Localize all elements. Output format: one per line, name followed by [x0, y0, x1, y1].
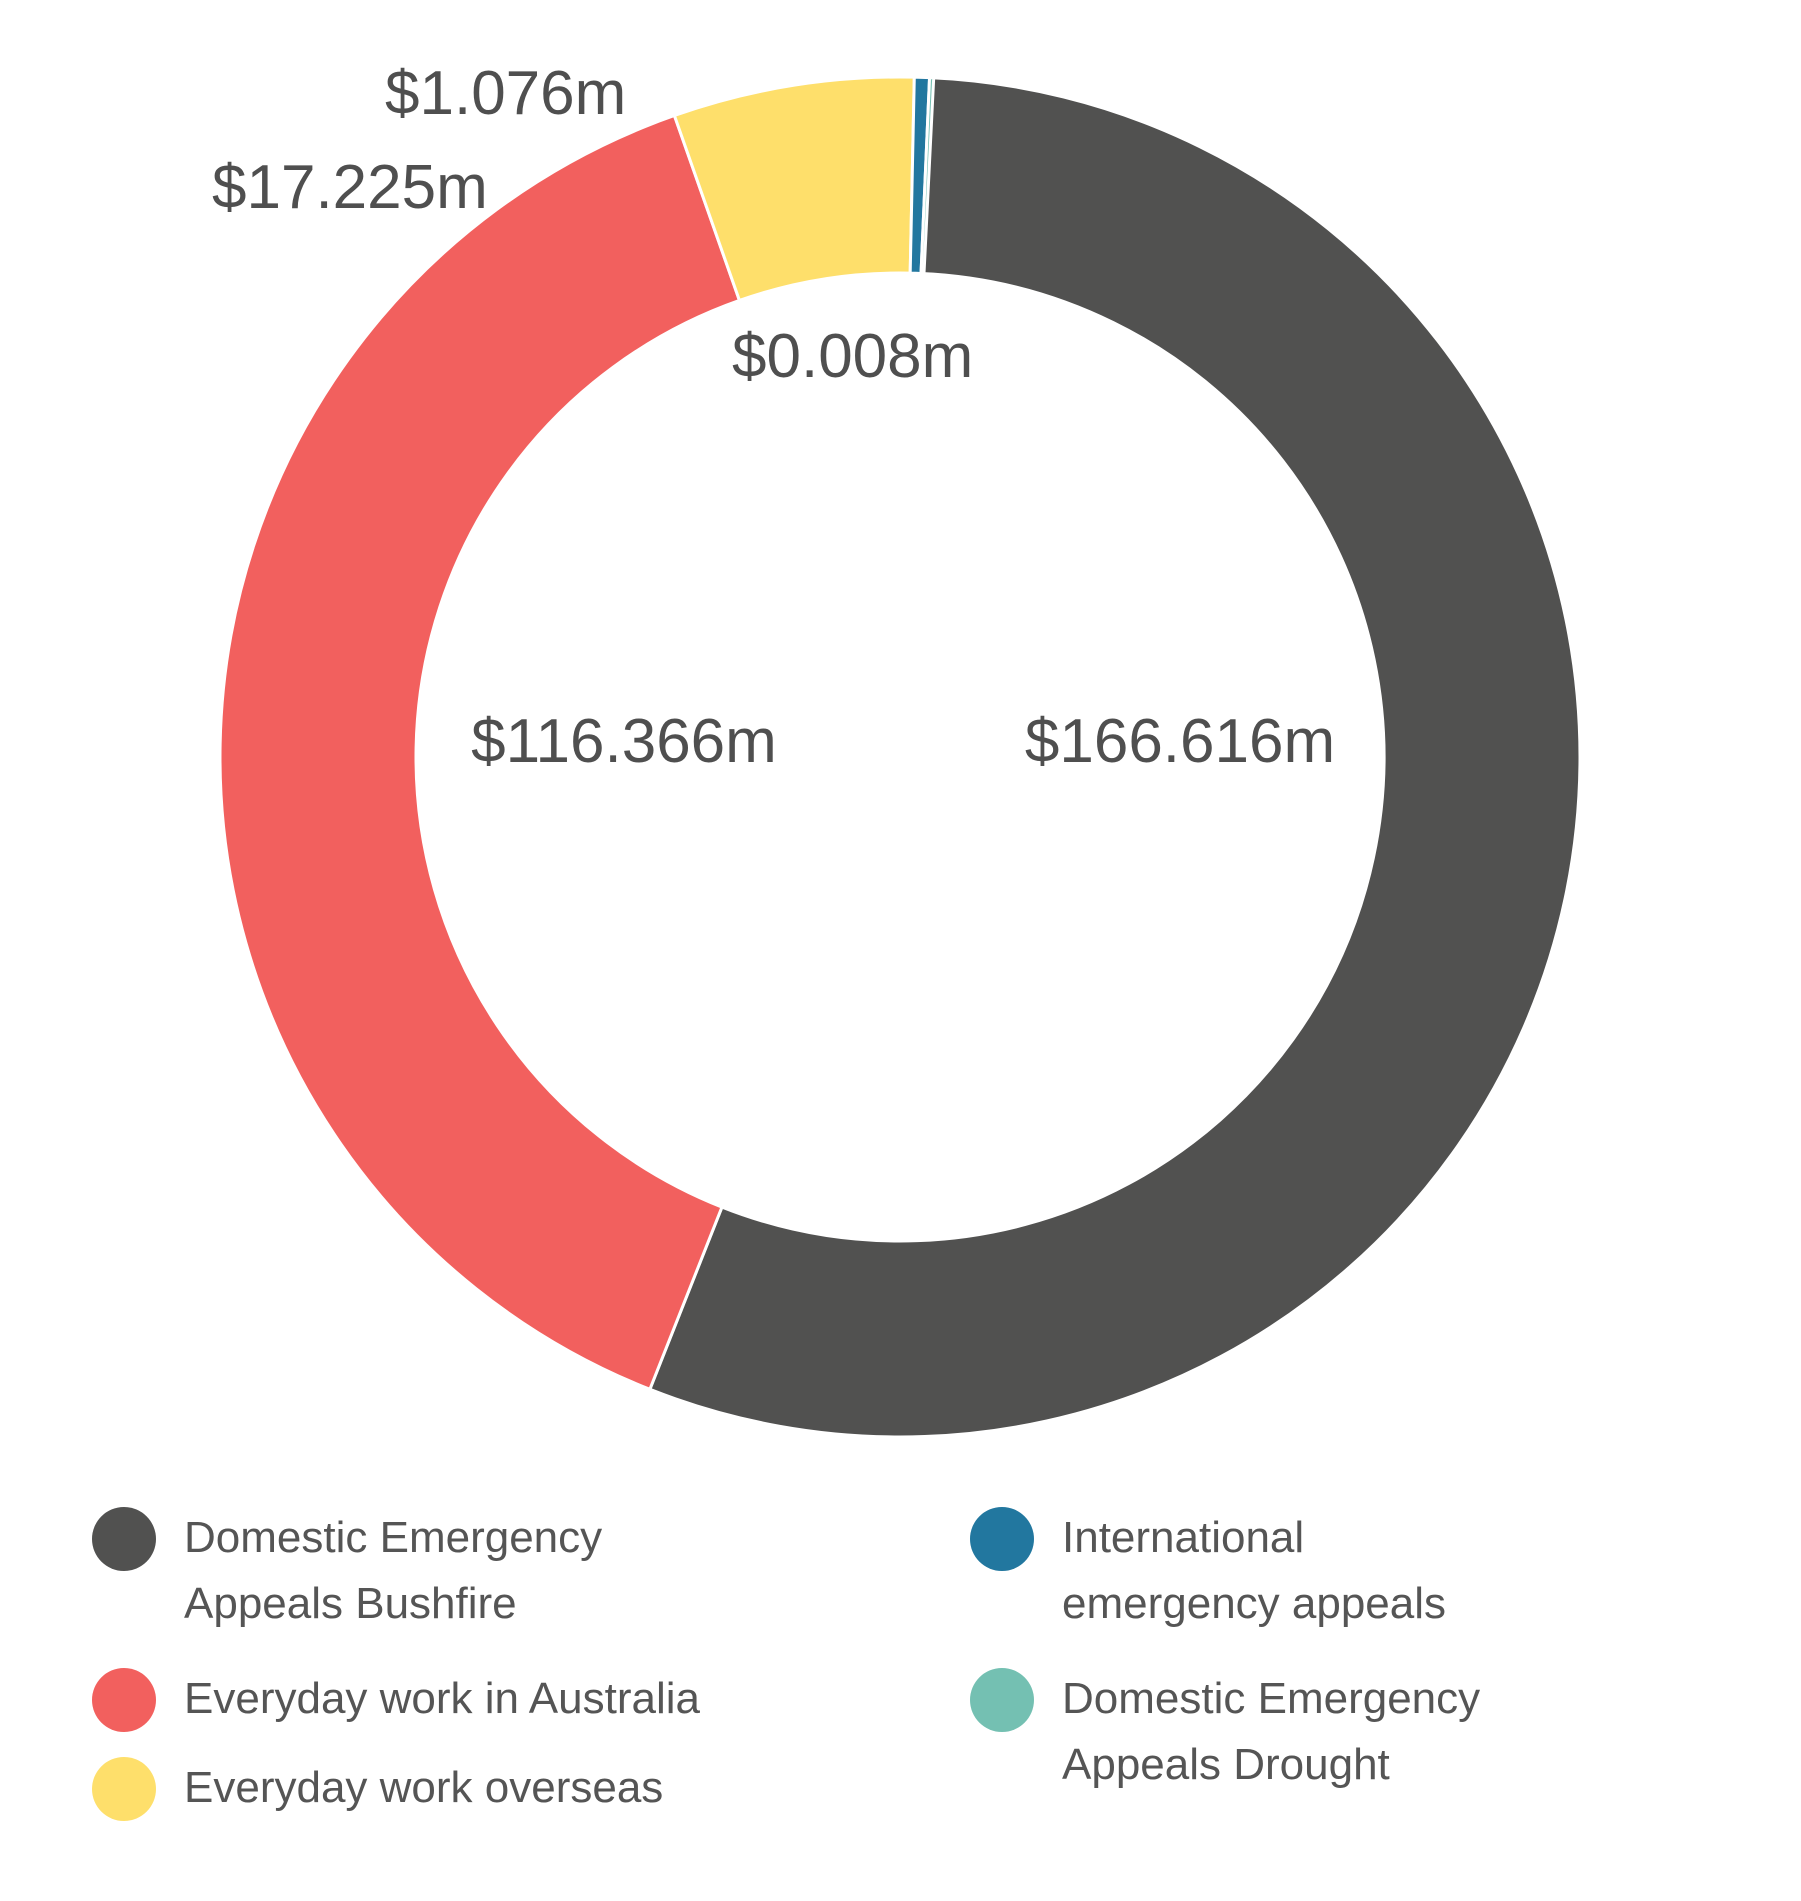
- slice-drought: [919, 76, 936, 276]
- data-label-overseas: $17.225m: [212, 153, 488, 222]
- data-label-international: $1.076m: [385, 59, 626, 128]
- data-label-australia: $116.366m: [471, 707, 777, 776]
- donut-slices: [218, 75, 1582, 1439]
- data-label-drought: $0.008m: [732, 322, 973, 391]
- data-labels: $166.616m $116.366m $17.225m $1.076m $0.008m: [212, 59, 1335, 776]
- slice-australia: [218, 113, 742, 1392]
- slice-bushfire: [647, 76, 1582, 1439]
- data-label-bushfire: $166.616m: [1025, 707, 1335, 776]
